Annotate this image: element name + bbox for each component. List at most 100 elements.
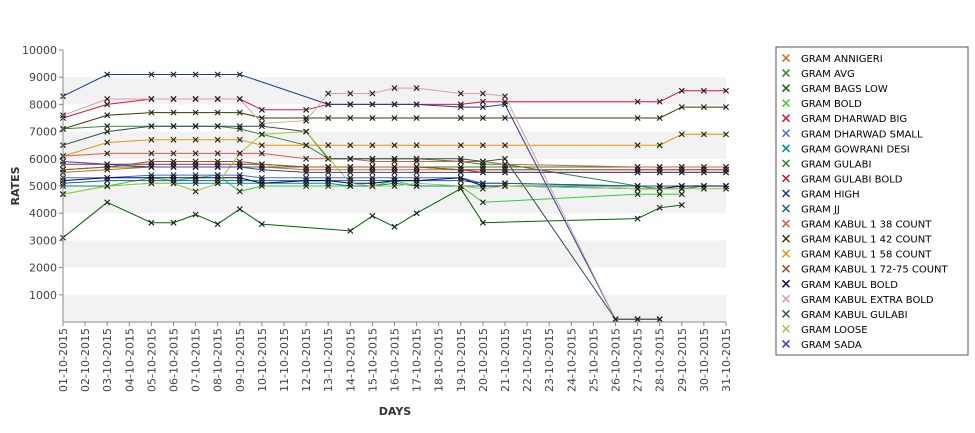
data-point-marker xyxy=(214,158,221,165)
data-point-marker xyxy=(700,87,707,94)
data-point-marker xyxy=(325,155,332,162)
data-point-marker xyxy=(391,155,398,162)
y-tick-label: 9000 xyxy=(29,71,57,84)
x-tick-label: 01-10-2015 xyxy=(57,328,70,392)
data-point-marker xyxy=(634,115,641,121)
legend-marker-icon xyxy=(781,204,791,213)
legend-item[interactable]: GRAM HIGH xyxy=(781,189,860,200)
series-line xyxy=(62,125,660,320)
legend-item[interactable]: GRAM KABUL 1 72-75 COUNT xyxy=(781,264,949,276)
legend-item[interactable]: GRAM KABUL BOLD xyxy=(781,279,899,291)
x-tick-label: 08-10-2015 xyxy=(212,328,225,392)
data-point-marker xyxy=(678,191,685,198)
data-point-marker xyxy=(258,180,265,187)
data-point-marker xyxy=(258,142,265,149)
data-point-marker xyxy=(347,180,354,187)
legend-item[interactable]: GRAM SADA xyxy=(781,339,862,351)
data-point-marker xyxy=(413,169,420,176)
series-13 xyxy=(60,131,729,160)
x-tick-label: 17-10-2015 xyxy=(411,328,424,392)
series-line xyxy=(62,106,726,130)
legend-item[interactable]: GRAM AVG xyxy=(781,69,855,80)
legend-label: GRAM KABUL 1 72-75 COUNT xyxy=(801,265,949,276)
y-tick-label: 10000 xyxy=(22,44,57,57)
legend-item[interactable]: GRAM BAGS LOW xyxy=(781,84,888,95)
data-point-marker xyxy=(700,131,707,138)
grid-band xyxy=(63,294,726,322)
legend-marker-icon xyxy=(781,219,791,228)
x-tick-label: 07-10-2015 xyxy=(190,328,203,392)
data-point-marker xyxy=(148,150,155,157)
legend-item[interactable]: GRAM LOOSE xyxy=(781,324,868,336)
legend-item[interactable]: GRAM KABUL 1 58 COUNT xyxy=(781,249,933,261)
series-17 xyxy=(60,123,663,323)
legend-item[interactable]: GRAM KABUL EXTRA BOLD xyxy=(781,294,934,306)
data-point-marker xyxy=(148,95,155,102)
x-tick-label: 26-10-2015 xyxy=(610,328,623,392)
legend-item[interactable]: GRAM GULABI xyxy=(781,159,872,170)
legend-item[interactable]: GRAM ANNIGERI xyxy=(781,53,883,65)
legend-item[interactable]: GRAM KABUL 1 42 COUNT xyxy=(781,234,933,246)
data-point-marker xyxy=(148,174,155,181)
data-point-marker xyxy=(303,155,310,162)
legend-item[interactable]: GRAM GOWRANI DESI xyxy=(781,144,910,155)
data-point-marker xyxy=(457,115,464,121)
x-tick-label: 29-10-2015 xyxy=(676,328,689,392)
x-tick-label: 14-10-2015 xyxy=(344,328,357,392)
data-point-marker xyxy=(170,95,177,102)
data-point-marker xyxy=(325,115,332,121)
data-point-marker xyxy=(369,212,376,219)
series-line xyxy=(62,180,726,187)
data-point-marker xyxy=(347,90,354,97)
data-point-marker xyxy=(236,174,243,181)
data-point-marker xyxy=(391,177,398,184)
legend-item[interactable]: GRAM KABUL 1 38 COUNT xyxy=(781,219,933,231)
legend-label: GRAM BOLD xyxy=(801,99,862,110)
data-point-marker xyxy=(347,227,354,234)
legend-label: GRAM HIGH xyxy=(801,189,860,200)
legend-item[interactable]: GRAM DHARWAD SMALL xyxy=(781,129,923,140)
y-tick-label: 3000 xyxy=(29,234,57,247)
legend-item[interactable]: GRAM DHARWAD BIG xyxy=(781,114,908,125)
data-point-marker xyxy=(678,87,685,94)
x-axis-ticks: 01-10-2015 02-10-2015 03-10-2015 04-10-2015… xyxy=(57,322,733,392)
x-tick-label: 21-10-2015 xyxy=(499,328,512,392)
legend-label: GRAM KABUL BOLD xyxy=(801,280,898,291)
data-point-marker xyxy=(170,150,177,157)
legend-item[interactable]: GRAM BOLD xyxy=(781,99,863,110)
data-point-marker xyxy=(192,95,199,102)
data-point-marker xyxy=(325,142,332,149)
data-point-marker xyxy=(413,115,420,121)
legend-label: GRAM KABUL 1 58 COUNT xyxy=(801,250,932,261)
x-tick-label: 16-10-2015 xyxy=(389,328,402,392)
legend-item[interactable]: GRAM JJ xyxy=(781,204,840,216)
legend-item[interactable]: GRAM GULABI BOLD xyxy=(781,174,903,185)
data-point-marker xyxy=(479,142,486,149)
legend-label: GRAM GOWRANI DESI xyxy=(801,144,910,155)
data-point-marker xyxy=(236,188,243,195)
data-point-marker xyxy=(236,95,243,102)
legend-marker-icon xyxy=(781,144,791,153)
data-point-marker xyxy=(347,142,354,149)
data-point-marker xyxy=(656,316,663,323)
series-layer xyxy=(60,71,729,323)
x-tick-label: 27-10-2015 xyxy=(632,328,645,392)
data-point-marker xyxy=(634,169,641,176)
data-point-marker xyxy=(214,109,221,116)
data-point-marker xyxy=(148,158,155,165)
data-point-marker xyxy=(170,180,177,187)
data-point-marker xyxy=(479,185,486,192)
data-point-marker xyxy=(391,183,398,189)
data-point-marker xyxy=(214,163,221,170)
series-line xyxy=(62,87,660,320)
data-point-marker xyxy=(104,183,111,189)
legend-marker-icon xyxy=(781,189,791,198)
legend-label: GRAM SADA xyxy=(801,340,862,351)
y-axis-ticks: 1000 2000 3000 4000 5000 6000 7000 8000 9000 1000… xyxy=(22,44,63,302)
legend-label: GRAM ANNIGERI xyxy=(801,54,883,65)
data-point-marker xyxy=(325,90,332,97)
legend-label: GRAM DHARWAD SMALL xyxy=(801,129,923,140)
legend-item[interactable]: GRAM KABUL GULABI xyxy=(781,309,908,321)
